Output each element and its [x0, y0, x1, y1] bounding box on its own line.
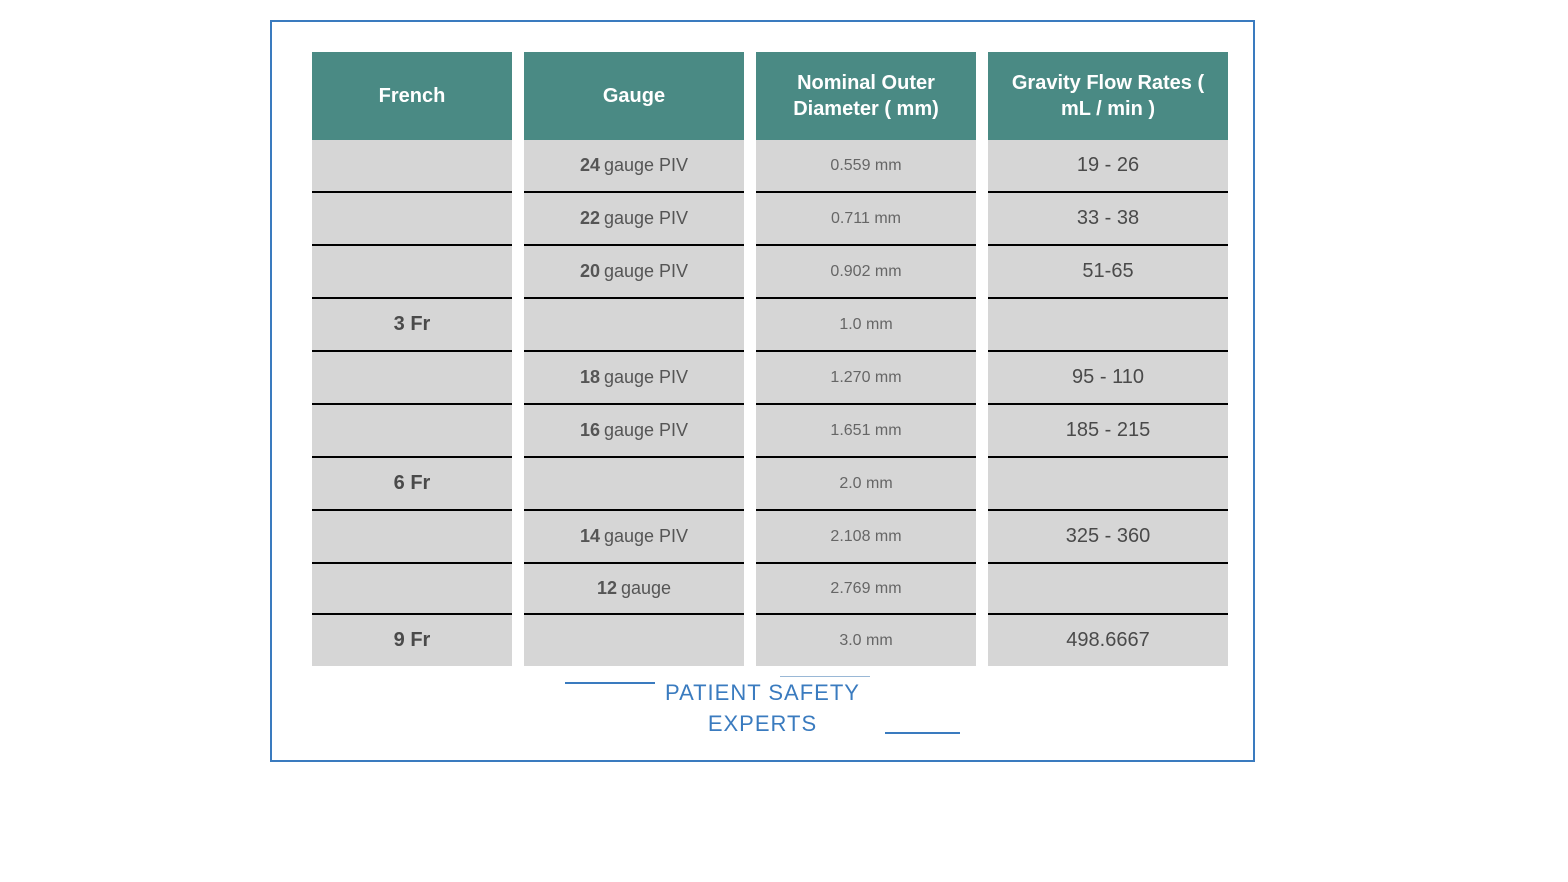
cell-french: 3 Fr — [312, 299, 512, 352]
cell-french — [312, 511, 512, 564]
cell-diameter: 2.769 mm — [756, 564, 976, 615]
cell-gauge: 22 gauge PIV — [524, 193, 744, 246]
cell-flow: 325 - 360 — [988, 511, 1228, 564]
cell-french — [312, 246, 512, 299]
cell-diameter: 0.902 mm — [756, 246, 976, 299]
cell-french: 6 Fr — [312, 458, 512, 511]
cell-flow — [988, 564, 1228, 615]
cell-diameter: 2.0 mm — [756, 458, 976, 511]
catheter-sizing-table: French Gauge Nominal Outer Diameter ( mm… — [312, 52, 1213, 666]
cell-gauge: 18 gauge PIV — [524, 352, 744, 405]
cell-gauge: 12 gauge — [524, 564, 744, 615]
cell-diameter: 1.0 mm — [756, 299, 976, 352]
footer-text-line2: EXPERTS — [708, 711, 817, 736]
cell-diameter: 1.270 mm — [756, 352, 976, 405]
cell-flow: 51-65 — [988, 246, 1228, 299]
cell-french: 9 Fr — [312, 615, 512, 666]
cell-french — [312, 352, 512, 405]
decorative-line-right — [885, 732, 960, 734]
cell-diameter: 0.711 mm — [756, 193, 976, 246]
cell-gauge — [524, 299, 744, 352]
cell-diameter: 2.108 mm — [756, 511, 976, 564]
cell-french — [312, 140, 512, 193]
table-container: French Gauge Nominal Outer Diameter ( mm… — [270, 20, 1255, 762]
cell-diameter: 0.559 mm — [756, 140, 976, 193]
cell-flow: 498.6667 — [988, 615, 1228, 666]
cell-gauge — [524, 615, 744, 666]
header-french: French — [312, 52, 512, 140]
decorative-line-left — [565, 682, 655, 684]
header-flow: Gravity Flow Rates ( mL / min ) — [988, 52, 1228, 140]
header-diameter: Nominal Outer Diameter ( mm) — [756, 52, 976, 140]
cell-flow — [988, 458, 1228, 511]
cell-french — [312, 405, 512, 458]
cell-flow: 95 - 110 — [988, 352, 1228, 405]
cell-gauge: 16 gauge PIV — [524, 405, 744, 458]
cell-gauge: 14 gauge PIV — [524, 511, 744, 564]
decorative-line-mid — [780, 676, 870, 677]
cell-flow: 185 - 215 — [988, 405, 1228, 458]
cell-french — [312, 564, 512, 615]
cell-gauge: 20 gauge PIV — [524, 246, 744, 299]
cell-diameter: 3.0 mm — [756, 615, 976, 666]
cell-flow — [988, 299, 1228, 352]
cell-flow: 33 - 38 — [988, 193, 1228, 246]
cell-gauge — [524, 458, 744, 511]
cell-diameter: 1.651 mm — [756, 405, 976, 458]
footer-brand: PATIENT SAFETY EXPERTS — [312, 678, 1213, 740]
cell-flow: 19 - 26 — [988, 140, 1228, 193]
header-gauge: Gauge — [524, 52, 744, 140]
footer-text-line1: PATIENT SAFETY — [665, 680, 860, 705]
cell-gauge: 24 gauge PIV — [524, 140, 744, 193]
cell-french — [312, 193, 512, 246]
